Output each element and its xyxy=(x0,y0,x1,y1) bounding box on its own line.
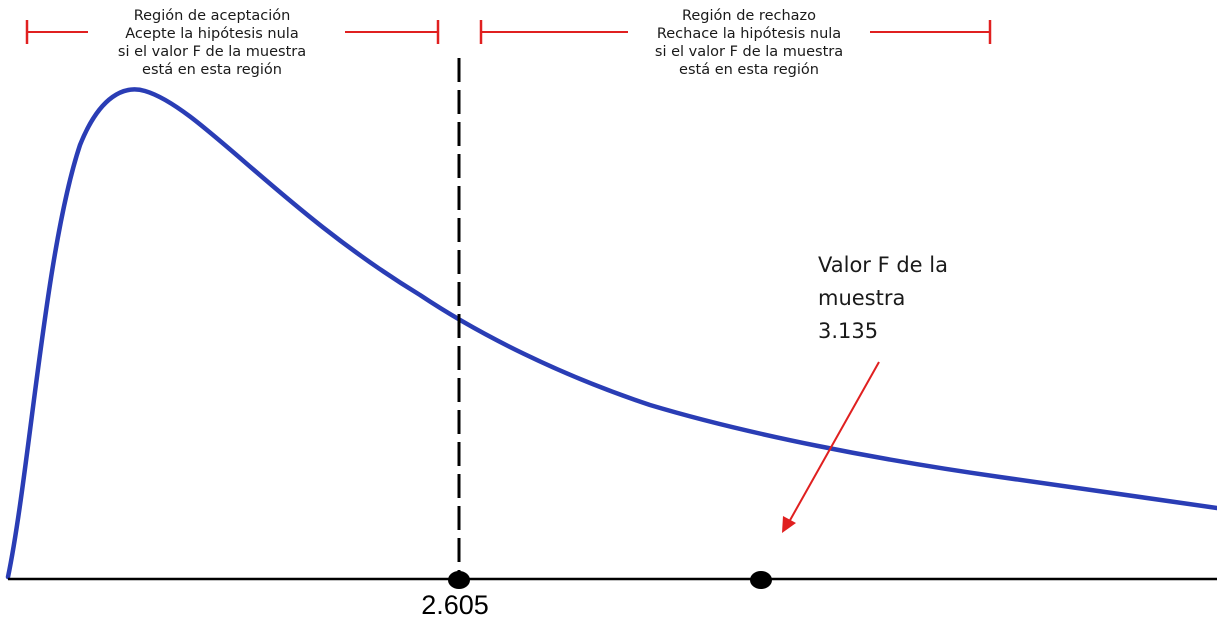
f-distribution-curve xyxy=(5,87,1217,580)
sample-annotation-line-1: Valor F de la xyxy=(818,253,948,277)
rejection-region-condition: si el valor F de la muestra xyxy=(655,44,843,60)
acceptance-region-bracket xyxy=(25,20,440,44)
rejection-region-title: Región de rechazo xyxy=(682,8,816,24)
acceptance-region-condition: si el valor F de la muestra xyxy=(118,44,306,60)
critical-value-label: 2.605 xyxy=(421,590,489,619)
sample-value-point xyxy=(750,571,772,589)
acceptance-region-title: Región de aceptación xyxy=(134,8,291,24)
acceptance-region-text: Región de aceptación Acepte la hipótesis… xyxy=(118,8,306,78)
sample-annotation-value: 3.135 xyxy=(818,319,878,343)
acceptance-region-instruction: Acepte la hipótesis nula xyxy=(125,26,298,42)
critical-value-point xyxy=(448,571,470,589)
rejection-region-text: Región de rechazo Rechace la hipótesis n… xyxy=(655,8,843,78)
rejection-region-bracket xyxy=(479,20,992,44)
sample-annotation-line-2: muestra xyxy=(818,286,905,310)
rejection-region-instruction: Rechace la hipótesis nula xyxy=(657,26,841,42)
acceptance-region-condition-end: está en esta región xyxy=(142,62,282,78)
sample-arrow-shaft xyxy=(788,361,880,523)
sample-value-annotation: Valor F de la muestra 3.135 xyxy=(818,253,948,343)
sample-arrow xyxy=(782,361,880,533)
sample-arrow-head xyxy=(782,516,796,533)
rejection-region-condition-end: está en esta región xyxy=(679,62,819,78)
